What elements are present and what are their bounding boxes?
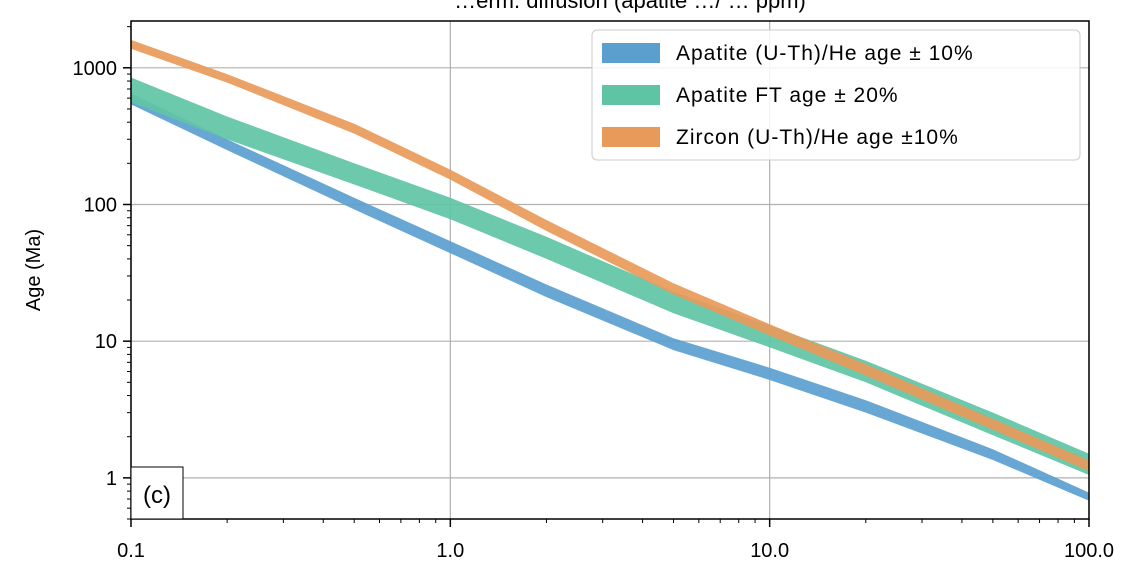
x-tick-label: 1.0 (436, 540, 464, 562)
x-tick-label: 10.0 (750, 540, 789, 562)
legend-label: Apatite (U-Th)/He age ± 10% (676, 42, 974, 65)
legend-box (591, 29, 1081, 161)
legend-swatch (602, 127, 660, 147)
x-tick-label: 0.1 (117, 540, 145, 562)
legend-label: Apatite FT age ± 20% (676, 84, 899, 107)
y-tick-label: 1 (106, 468, 117, 490)
panel-label: (c) (143, 482, 171, 509)
y-tick-label: 1000 (73, 58, 118, 80)
chart-title: …erm. diffusion (apatite …/ … ppm) (454, 0, 806, 13)
legend: Apatite (U-Th)/He age ± 10% Apatite FT ag… (591, 29, 1081, 161)
y-axis-label: Age (Ma) (23, 229, 45, 311)
series-band-3 (131, 39, 1089, 472)
y-tick-label: 100 (84, 194, 117, 216)
axis-ticks: 0.1 1.0 10.0 100.0 1 10 100 1000 (73, 26, 1114, 562)
legend-swatch (602, 85, 660, 105)
legend-label: Zircon (U-Th)/He age ±10% (676, 126, 959, 149)
panel-label-box: (c) (130, 466, 184, 520)
legend-swatch (602, 43, 660, 63)
x-tick-label: 100.0 (1064, 540, 1114, 562)
plot-frame (130, 20, 1090, 520)
series-band-2 (131, 77, 1089, 475)
y-tick-label: 10 (95, 331, 117, 353)
series-bands (131, 39, 1089, 501)
series-band-1 (131, 93, 1089, 501)
